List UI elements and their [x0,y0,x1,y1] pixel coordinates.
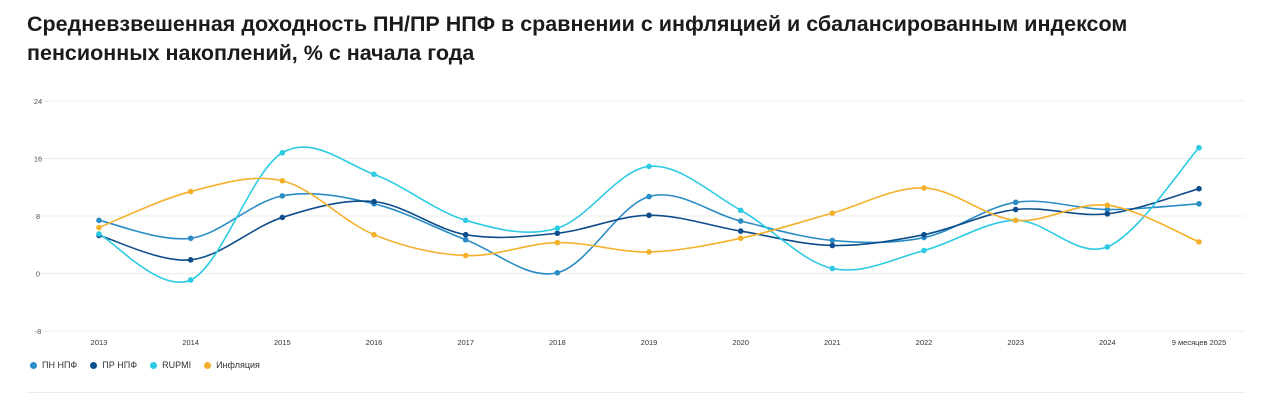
legend-label: Инфляция [216,360,260,370]
data-point [462,236,469,243]
data-point [371,231,377,238]
data-point [1012,217,1019,224]
data-point [371,171,377,178]
data-point [921,247,927,254]
data-point [829,265,836,272]
x-tick-label: 2022 [916,338,933,347]
data-point [554,230,561,237]
data-point [1104,202,1111,209]
chart-legend: ПН НПФ ПР НПФ RUPMI Инфляция [30,360,260,370]
data-point [96,224,102,231]
x-tick-label: 2020 [732,338,749,347]
x-tick-label: 2023 [1007,338,1024,347]
x-tick-label: 2021 [824,338,841,347]
series-points [96,144,1202,283]
x-tick-label: 2019 [641,338,658,347]
data-point [554,239,561,246]
y-tick-label: -8 [35,327,42,336]
series-line [98,192,1200,275]
data-point [829,237,836,244]
data-point [737,207,744,214]
data-point [554,225,561,232]
y-tick-label: 8 [36,212,40,221]
data-point [1196,144,1202,151]
legend-label: ПН НПФ [42,360,78,370]
data-point [279,214,286,221]
legend-marker-icon [204,361,212,369]
data-point [1196,200,1202,207]
data-point [187,277,194,283]
data-point [96,217,102,224]
x-tick-label: 2018 [549,338,566,347]
legend-label: RUPMI [162,360,192,370]
data-point [1196,185,1202,192]
legend-item[interactable]: Инфляция [204,360,260,370]
data-point [737,228,744,234]
data-point [187,235,194,242]
divider [27,392,1245,393]
data-point [1012,206,1019,213]
y-axis-ticks: 24 16 8 0 -8 [34,97,42,336]
data-point [187,188,194,195]
data-point [737,218,744,224]
y-tick-label: 16 [34,155,42,164]
x-tick-label: 2015 [274,338,291,347]
legend-item[interactable]: RUPMI [150,360,191,370]
data-point [554,269,561,276]
x-tick-label: 2014 [182,338,199,347]
data-point [829,210,836,216]
data-point [279,193,286,199]
data-point [646,163,652,170]
legend-marker-icon [30,361,37,369]
data-point [1104,211,1111,217]
legend-marker-icon [150,361,158,369]
data-point [1196,239,1202,245]
x-tick-label: 2017 [457,338,474,347]
y-tick-label: 24 [34,97,42,106]
x-axis-ticks: 2013 2014 2015 2016 2017 2018 2019 2020 2021 2022… [91,338,1227,347]
data-point [921,231,927,238]
data-point [1104,244,1111,250]
data-point [279,177,286,184]
data-point [96,231,102,237]
legend-item[interactable]: ПР НПФ [90,360,137,370]
data-point [646,249,652,255]
data-point [1104,206,1111,213]
data-point [646,212,652,219]
data-point [737,235,744,242]
data-point [462,252,469,259]
legend-label: ПР НПФ [102,360,138,370]
data-point [1012,199,1019,206]
chart-title: Средневзвешенная доходность ПН/ПР НПФ в … [27,12,1128,65]
data-point [462,231,469,238]
y-tick-label: 0 [36,270,40,279]
legend-item[interactable]: ПН НПФ [30,360,77,370]
data-point [279,149,286,156]
data-point [371,198,377,205]
data-point [646,193,652,200]
data-point [829,242,836,249]
x-tick-label: 9 месяцев 2025 [1172,338,1227,347]
legend-marker-icon [90,361,98,369]
x-tick-label: 2013 [91,338,108,347]
data-point [921,185,927,191]
x-tick-label: 2024 [1099,338,1116,347]
data-point [187,257,194,263]
x-tick-label: 2016 [366,338,383,347]
data-point [462,217,469,224]
